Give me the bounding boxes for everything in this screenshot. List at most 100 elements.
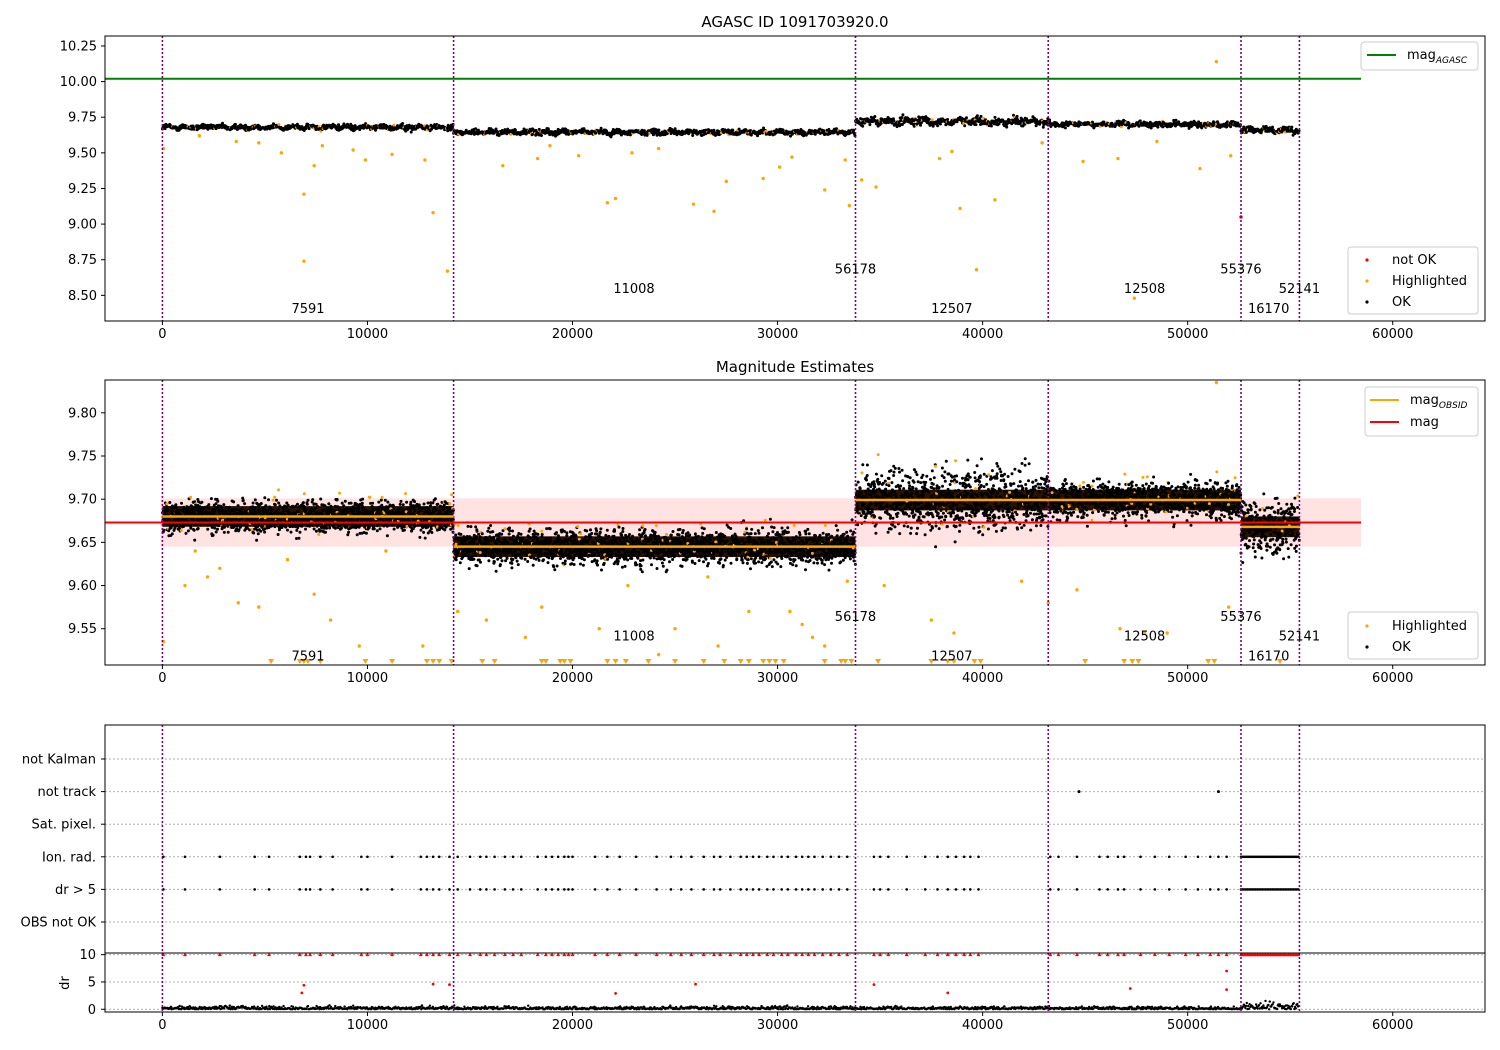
highlighted-point bbox=[724, 179, 729, 184]
highlighted-point bbox=[691, 202, 696, 206]
legend-marker-highlighted bbox=[1365, 279, 1369, 283]
ok-point bbox=[475, 529, 479, 533]
ok-point bbox=[448, 506, 452, 510]
highlighted-point bbox=[271, 498, 275, 502]
ok-point bbox=[174, 505, 178, 509]
ok-point bbox=[426, 507, 430, 511]
ok-point bbox=[537, 127, 541, 131]
ok-point bbox=[576, 540, 580, 544]
highlighted-point bbox=[450, 493, 454, 497]
ok-point bbox=[1149, 126, 1153, 130]
ok-point bbox=[565, 534, 569, 538]
ok-point bbox=[469, 525, 473, 529]
ok-point bbox=[407, 123, 411, 127]
ok-point bbox=[432, 510, 436, 514]
ok-point bbox=[329, 505, 333, 509]
ok-point bbox=[528, 536, 532, 539]
highlighted-point bbox=[950, 149, 954, 154]
ok-point bbox=[531, 538, 535, 542]
ok-point bbox=[487, 526, 491, 530]
ok-point bbox=[511, 557, 515, 561]
ok-point bbox=[206, 527, 210, 531]
legend-agasc-points: not OK Highlighted OK bbox=[1347, 246, 1479, 315]
ok-point bbox=[276, 508, 280, 512]
ok-point bbox=[507, 532, 511, 536]
highlighted-point bbox=[605, 201, 610, 205]
ok-point bbox=[731, 128, 735, 132]
ok-point bbox=[253, 507, 257, 511]
ok-point bbox=[468, 536, 472, 540]
ok-point bbox=[411, 512, 415, 516]
ok-point bbox=[927, 117, 931, 121]
ok-point bbox=[514, 548, 518, 552]
ok-point bbox=[207, 507, 211, 511]
ok-point bbox=[899, 119, 903, 123]
ok-point bbox=[367, 526, 371, 530]
highlighted-point bbox=[448, 502, 452, 506]
ok-point bbox=[275, 498, 278, 502]
ok-point bbox=[401, 122, 405, 125]
ok-point bbox=[413, 509, 417, 513]
highlighted-point bbox=[823, 188, 827, 192]
x-tick-label: 40000 bbox=[962, 327, 1003, 342]
ok-point bbox=[269, 524, 273, 528]
highlighted-point bbox=[548, 144, 552, 148]
ok-point bbox=[391, 504, 395, 508]
ok-point bbox=[364, 531, 368, 535]
ok-point bbox=[294, 523, 298, 527]
ok-point bbox=[209, 497, 213, 501]
ok-point bbox=[311, 498, 315, 502]
ok-point bbox=[584, 535, 588, 539]
ok-point bbox=[579, 562, 582, 566]
ok-point bbox=[243, 502, 247, 506]
highlighted-point bbox=[302, 492, 306, 496]
ok-point bbox=[174, 503, 178, 507]
ok-point bbox=[547, 556, 551, 560]
highlighted-point bbox=[576, 154, 581, 158]
legend-label-ok: OK bbox=[1392, 295, 1411, 310]
ok-point bbox=[520, 556, 524, 560]
highlighted-point bbox=[843, 158, 847, 162]
highlighted-point bbox=[390, 152, 394, 156]
highlighted-point bbox=[431, 211, 435, 215]
obsid-label: 16170 bbox=[1248, 302, 1289, 317]
x-tick-label: 10000 bbox=[347, 327, 388, 342]
y-tick-label: 9.00 bbox=[68, 218, 97, 233]
ok-point bbox=[436, 502, 440, 506]
ok-point bbox=[459, 532, 463, 536]
ok-point bbox=[545, 527, 549, 531]
highlighted-point bbox=[503, 527, 507, 531]
ok-point bbox=[474, 127, 478, 131]
ok-point bbox=[1290, 125, 1294, 129]
ok-point bbox=[273, 503, 277, 507]
ok-point bbox=[349, 501, 353, 505]
ok-point bbox=[989, 124, 993, 128]
ok-point bbox=[581, 563, 585, 567]
ok-point bbox=[222, 503, 226, 507]
ok-point bbox=[516, 563, 520, 567]
ok-point bbox=[944, 123, 948, 127]
ok-point bbox=[1271, 125, 1274, 129]
ok-point bbox=[402, 528, 406, 532]
ok-point bbox=[475, 535, 479, 539]
ok-point bbox=[192, 528, 196, 532]
ok-point bbox=[557, 537, 561, 541]
ok-point bbox=[515, 559, 519, 563]
ok-point bbox=[234, 122, 237, 126]
ok-point bbox=[433, 506, 436, 509]
ok-point bbox=[296, 502, 299, 506]
ok-point bbox=[264, 504, 268, 508]
ok-point bbox=[306, 498, 310, 502]
ok-point bbox=[416, 511, 420, 515]
ok-point bbox=[1174, 118, 1178, 122]
ok-point bbox=[500, 532, 504, 536]
ok-point bbox=[372, 527, 376, 531]
ok-point bbox=[892, 119, 896, 123]
ok-point bbox=[379, 123, 383, 127]
ok-point bbox=[273, 525, 277, 529]
ok-point bbox=[184, 531, 188, 535]
highlighted-point bbox=[509, 132, 513, 136]
ok-point bbox=[542, 558, 545, 562]
legend-marker-not-ok bbox=[1365, 258, 1369, 262]
highlighted-point bbox=[165, 502, 169, 506]
